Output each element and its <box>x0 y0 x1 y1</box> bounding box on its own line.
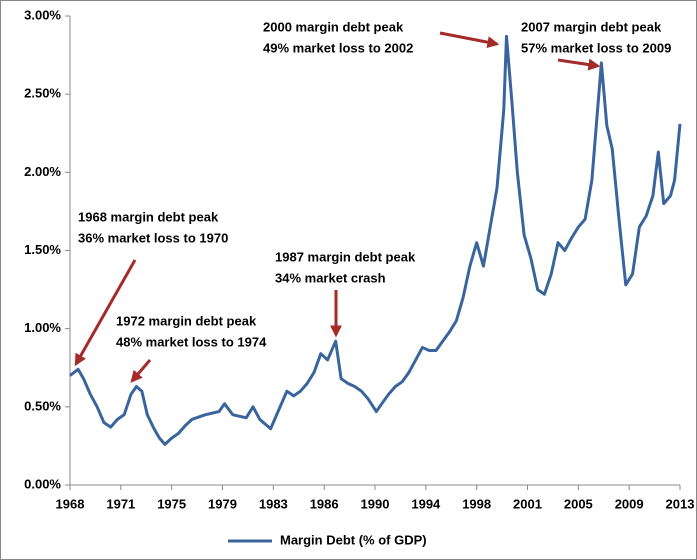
y-tick-label: 2.50% <box>24 86 61 101</box>
legend-label: Margin Debt (% of GDP) <box>280 532 427 547</box>
annotation: 57% market loss to 2009 <box>521 40 671 55</box>
x-tick-label: 1971 <box>106 496 135 511</box>
arrows <box>74 31 601 383</box>
x-tick-label: 1979 <box>208 496 237 511</box>
arrow <box>439 31 500 49</box>
x-tick-label: 2013 <box>666 496 695 511</box>
annotation: 48% market loss to 1974 <box>116 334 267 349</box>
annotation: 36% market loss to 1970 <box>78 230 228 245</box>
x-tick-label: 2005 <box>564 496 593 511</box>
annotation: 1972 margin debt peak <box>116 313 257 328</box>
arrow <box>74 259 137 367</box>
annotation: 2000 margin debt peak <box>263 19 404 34</box>
y-tick-label: 3.00% <box>24 7 61 22</box>
annotation: 2007 margin debt peak <box>521 19 662 34</box>
annotation: 34% market crash <box>275 270 386 285</box>
x-tick-label: 2001 <box>513 496 542 511</box>
x-tick-label: 1998 <box>462 496 491 511</box>
arrow <box>557 58 601 71</box>
y-tick-label: 1.50% <box>24 242 61 257</box>
x-tick-label: 1986 <box>310 496 339 511</box>
line <box>69 34 682 446</box>
arrow <box>130 359 152 383</box>
annotation: 1987 margin debt peak <box>275 249 416 264</box>
y-tick-label: 2.00% <box>24 164 61 179</box>
x-tick-label: 1994 <box>411 496 441 511</box>
x-tick-label: 1975 <box>157 496 186 511</box>
x-tick-label: 1968 <box>56 496 85 511</box>
y-tick-label: 1.00% <box>24 320 61 335</box>
y-tick-label: 0.50% <box>24 398 61 413</box>
y-tick-label: 0.00% <box>24 476 61 491</box>
x-tick-label: 1983 <box>259 496 288 511</box>
x-tick-label: 2009 <box>615 496 644 511</box>
annotation: 1968 margin debt peak <box>78 209 219 224</box>
annotation: 49% market loss to 2002 <box>263 40 413 55</box>
x-tick-label: 1990 <box>361 496 390 511</box>
